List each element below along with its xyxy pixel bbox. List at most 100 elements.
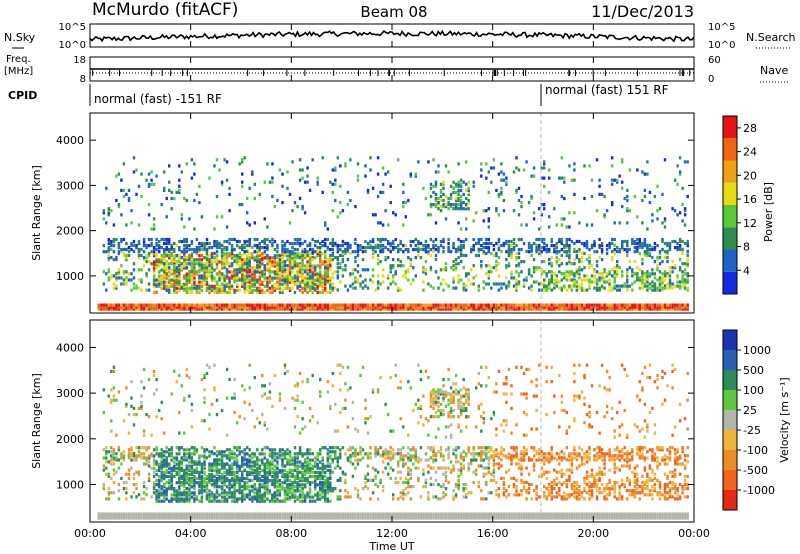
heatmap-cell bbox=[427, 514, 430, 518]
heatmap-cell bbox=[621, 246, 624, 250]
heatmap-cell bbox=[397, 158, 400, 162]
heatmap-cell bbox=[198, 268, 201, 272]
heatmap-cell bbox=[107, 213, 110, 217]
heatmap-cell bbox=[293, 516, 297, 520]
heatmap-cell bbox=[115, 284, 118, 288]
heatmap-cell bbox=[371, 239, 375, 244]
heatmap-cell bbox=[459, 239, 463, 244]
heatmap-cell bbox=[218, 168, 221, 172]
heatmap-cell bbox=[439, 198, 443, 203]
heatmap-cell bbox=[241, 264, 244, 268]
heatmap-cell bbox=[573, 305, 576, 309]
heatmap-cell bbox=[646, 246, 649, 250]
heatmap-cell bbox=[595, 270, 599, 274]
heatmap-cell bbox=[228, 251, 231, 256]
heatmap-cell bbox=[472, 244, 475, 248]
heatmap-cell bbox=[681, 262, 684, 266]
heatmap-cell bbox=[387, 516, 390, 520]
heatmap-cell bbox=[678, 284, 682, 288]
heatmap-cell bbox=[565, 244, 568, 248]
heatmap-cell bbox=[152, 470, 156, 474]
heatmap-cell bbox=[638, 305, 641, 309]
heatmap-cell bbox=[575, 268, 579, 272]
heatmap-cell bbox=[283, 250, 287, 254]
heatmap-cell bbox=[595, 209, 599, 213]
heatmap-cell bbox=[500, 186, 503, 190]
power-ylabel: Slant Range [km] bbox=[30, 165, 43, 261]
heatmap-cell bbox=[165, 305, 168, 309]
heatmap-cell bbox=[319, 249, 322, 253]
heatmap-cell bbox=[266, 253, 269, 258]
heatmap-cell bbox=[314, 274, 317, 278]
heatmap-cell bbox=[228, 270, 231, 274]
heatmap-cell bbox=[543, 162, 546, 166]
heatmap-cell bbox=[444, 217, 448, 221]
heatmap-cell bbox=[502, 241, 506, 246]
heatmap-cell bbox=[633, 239, 636, 244]
heatmap-cell bbox=[643, 307, 647, 311]
heatmap-cell bbox=[392, 303, 395, 307]
power-colorbar-label: Power [dB] bbox=[762, 182, 775, 242]
heatmap-cell bbox=[168, 516, 171, 520]
heatmap-cell bbox=[439, 303, 443, 307]
heatmap-cell bbox=[283, 248, 287, 252]
heatmap-cell bbox=[266, 225, 269, 229]
heatmap-cell bbox=[457, 237, 460, 242]
heatmap-cell bbox=[308, 512, 312, 516]
heatmap-cell bbox=[296, 268, 299, 272]
heatmap-cell bbox=[236, 303, 239, 307]
heatmap-cell bbox=[623, 282, 626, 286]
heatmap-cell bbox=[490, 303, 493, 307]
heatmap-cell bbox=[454, 286, 458, 290]
heatmap-cell bbox=[200, 489, 204, 493]
heatmap-cell bbox=[112, 512, 116, 516]
heatmap-cell bbox=[354, 237, 357, 242]
heatmap-cell bbox=[621, 247, 624, 251]
heatmap-cell bbox=[208, 499, 211, 503]
heatmap-cell bbox=[616, 512, 619, 516]
heatmap-cell bbox=[611, 156, 614, 160]
heatmap-cell bbox=[329, 286, 332, 290]
heatmap-cell bbox=[563, 276, 566, 280]
heatmap-cell bbox=[361, 514, 365, 518]
heatmap-cell bbox=[563, 196, 566, 201]
heatmap-cell bbox=[205, 305, 209, 309]
heatmap-cell bbox=[276, 264, 279, 268]
heatmap-cell bbox=[394, 516, 397, 520]
heatmap-cell bbox=[641, 246, 644, 250]
heatmap-cell bbox=[215, 307, 219, 311]
heatmap-cell bbox=[424, 514, 428, 518]
heatmap-cell bbox=[626, 209, 629, 213]
heatmap-cell bbox=[160, 282, 163, 286]
heatmap-cell bbox=[248, 288, 251, 292]
heatmap-cell bbox=[321, 290, 324, 294]
heatmap-cell bbox=[105, 288, 108, 292]
heatmap-cell bbox=[364, 268, 367, 272]
heatmap-cell bbox=[268, 260, 272, 264]
heatmap-cell bbox=[125, 192, 128, 196]
heatmap-cell bbox=[120, 248, 123, 252]
heatmap-cell bbox=[432, 239, 435, 244]
heatmap-cell bbox=[525, 305, 528, 309]
heatmap-cell bbox=[444, 266, 448, 270]
heatmap-cell bbox=[339, 280, 342, 284]
heatmap-cell bbox=[648, 190, 652, 194]
heatmap-cell bbox=[324, 256, 327, 260]
heatmap-cell bbox=[651, 516, 654, 520]
heatmap-cell bbox=[228, 278, 231, 282]
heatmap-cell bbox=[168, 288, 171, 292]
heatmap-cell bbox=[208, 258, 211, 262]
heatmap-cell bbox=[107, 268, 110, 272]
heatmap-cell bbox=[210, 274, 214, 278]
heatmap-cell bbox=[266, 288, 269, 292]
heatmap-cell bbox=[163, 256, 166, 260]
heatmap-cell bbox=[331, 258, 334, 262]
heatmap-cell bbox=[608, 278, 611, 282]
heatmap-cell bbox=[626, 248, 629, 252]
heatmap-cell bbox=[236, 239, 239, 244]
heatmap-cell bbox=[472, 248, 475, 252]
heatmap-cell bbox=[668, 244, 672, 248]
heatmap-cell bbox=[530, 305, 533, 309]
heatmap-cell bbox=[487, 516, 490, 520]
heatmap-cell bbox=[457, 280, 460, 284]
